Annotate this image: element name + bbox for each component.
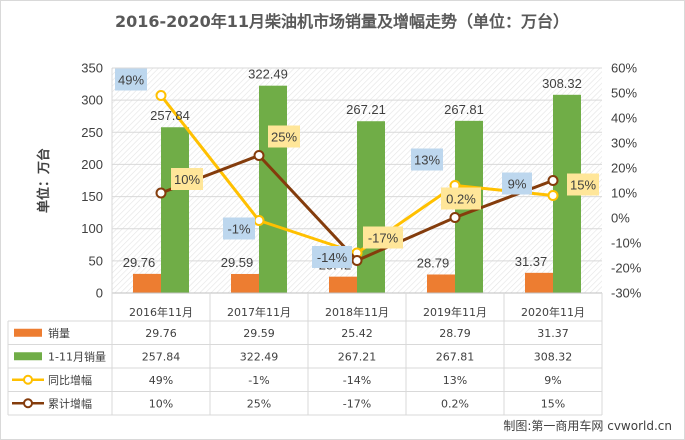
table-cell: 322.49 [240,350,279,363]
legend-entry: 累计增幅 [48,396,92,410]
y-tick-label: 200 [81,157,103,172]
table-cell: -1% [248,374,269,387]
legend-swatch [14,352,42,360]
bar-cumulative [259,86,287,293]
y-tick-label: 0 [96,286,103,301]
y2-tick-label: 10% [611,186,637,201]
bar-cumulative [357,121,385,293]
category-label: 2019年11月 [423,305,487,319]
series-marker [549,191,558,200]
bar-cumulative [161,127,189,293]
line-value-label: -14% [317,250,348,265]
table-cell: 13% [443,374,467,387]
bar-value-label: 308.32 [542,76,582,91]
table-cell: 15% [541,397,565,410]
y-tick-label: 300 [81,93,103,108]
legend-swatch [14,329,42,337]
table-cell: 267.21 [338,350,377,363]
bar-monthly [329,277,357,293]
series-marker [157,91,166,100]
table-cell: 0.2% [441,397,469,410]
bar-value-label: 31.37 [515,254,548,269]
table-cell: -14% [343,374,371,387]
category-label: 2020年11月 [521,305,585,319]
line-value-label: 13% [414,153,440,168]
table-cell: 257.84 [142,350,181,363]
table-cell: 29.76 [145,327,177,340]
category-label: 2018年11月 [325,305,389,319]
y-axis-label: 单位：万台 [36,148,52,213]
table-cell: 267.81 [436,350,475,363]
category-label: 2017年11月 [227,305,291,319]
table-cell: 25.42 [341,327,373,340]
table-cell: 28.79 [439,327,471,340]
y2-tick-label: 50% [611,86,637,101]
watermark: 制图:第一商用车网 cvworld.cn [503,418,672,433]
line-value-label: -17% [368,231,399,246]
bar-monthly [133,274,161,293]
y-tick-label: 150 [81,189,103,204]
line-value-label: 25% [271,130,297,145]
legend-entry: 1-11月销量 [48,349,106,363]
y2-tick-label: 30% [611,136,637,151]
bar-value-label: 29.59 [221,255,254,270]
series-marker [157,189,166,198]
legend-marker [24,399,32,407]
bar-value-label: 29.76 [123,255,156,270]
y-tick-label: 250 [81,125,103,140]
series-marker [255,151,264,160]
y2-tick-label: 20% [611,161,637,176]
bar-value-label: 257.84 [150,108,190,123]
table-cell: 9% [544,374,561,387]
legend-entry: 销量 [48,326,70,340]
series-marker [353,256,362,265]
table-cell: 308.32 [534,350,573,363]
bar-value-label: 28.79 [417,255,450,270]
line-value-label: 10% [174,172,200,187]
bar-value-label: 267.81 [444,102,484,117]
table-cell: 29.59 [243,327,275,340]
bar-monthly [231,274,259,293]
category-label: 2016年11月 [129,305,193,319]
y-tick-label: 50 [89,253,103,268]
y2-tick-label: 0% [611,211,630,226]
y2-tick-label: -30% [611,286,642,301]
line-value-label: 49% [118,73,144,88]
legend-marker [24,376,32,384]
line-value-label: 0.2% [446,192,476,207]
legend-entry: 同比增幅 [48,373,92,387]
series-marker [255,216,264,225]
table-cell: -17% [343,397,371,410]
y-tick-label: 100 [81,221,103,236]
line-value-label: 15% [570,178,596,193]
series-marker [451,213,460,222]
y-tick-label: 350 [81,61,103,76]
chart-title: 2016-2020年11月柴油机市场销量及增幅走势（单位：万台） [115,12,569,31]
bar-value-label: 322.49 [248,67,288,82]
table-cell: 49% [149,374,173,387]
bar-value-label: 267.21 [346,102,386,117]
table-cell: 25% [247,397,271,410]
table-cell: 31.37 [537,327,569,340]
y2-tick-label: -10% [611,236,642,251]
series-marker [549,176,558,185]
y2-tick-label: -20% [611,261,642,276]
line-value-label: -1% [227,222,251,237]
table-cell: 10% [149,397,173,410]
y2-tick-label: 60% [611,61,637,76]
bar-monthly [525,273,553,293]
bar-monthly [427,274,455,293]
line-value-label: 9% [508,177,527,192]
y2-tick-label: 40% [611,111,637,126]
